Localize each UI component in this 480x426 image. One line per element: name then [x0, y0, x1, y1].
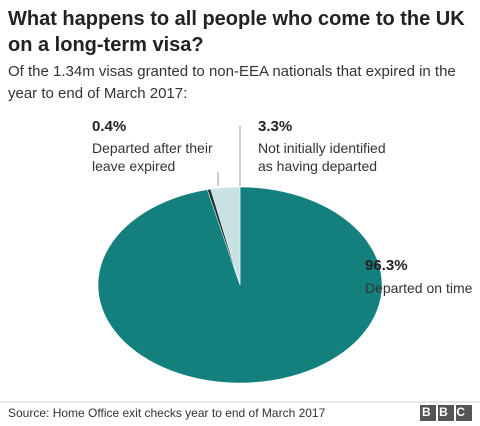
slice-label: Not initially identified as having depar…	[258, 140, 386, 174]
slice-label: Departed after their leave expired	[92, 140, 213, 174]
chart-subtitle: Of the 1.34m visas granted to non-EEA na…	[8, 63, 456, 102]
slice-label: Departed on time	[365, 280, 473, 296]
source-note: Source: Home Office exit checks year to …	[8, 406, 326, 420]
pie-slice	[210, 186, 241, 286]
value-label: 3.3%	[258, 118, 293, 135]
value-label: 0.4%	[92, 118, 127, 135]
logo: BBC	[422, 405, 474, 419]
chart-title: What happens to all people who come to t…	[8, 8, 465, 56]
logo-boxes	[420, 405, 472, 421]
value-label: 96.3%	[365, 257, 408, 274]
